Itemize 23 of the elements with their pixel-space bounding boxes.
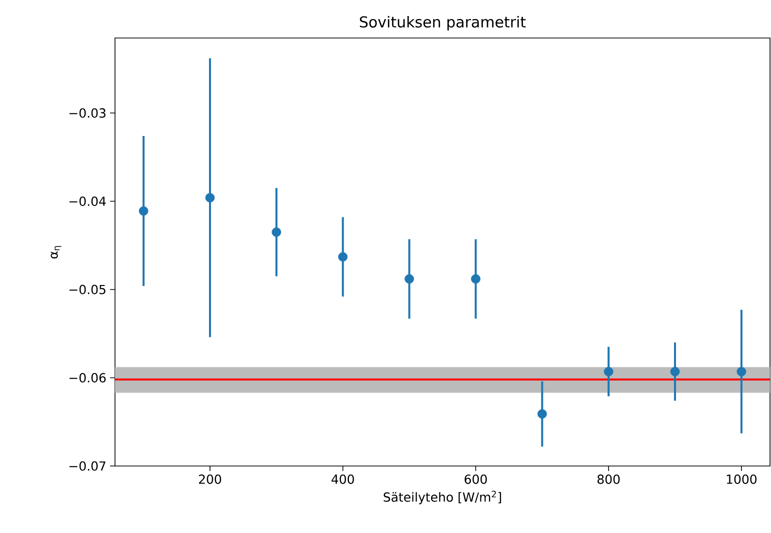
point <box>604 366 614 376</box>
x-tick-label: 200 <box>198 474 222 484</box>
point <box>736 366 746 376</box>
chart-title: Sovituksen parametrit <box>360 16 526 30</box>
point <box>670 366 680 376</box>
x-tick-label: 800 <box>598 474 620 484</box>
y-tick-label: −0.06 <box>70 373 106 382</box>
y-axis-title: α$_{η}$ <box>50 246 62 258</box>
y-tick-label: −0.03 <box>70 108 106 118</box>
point <box>272 227 282 237</box>
y-tick-label: −0.04 <box>70 196 106 206</box>
x-tick-label: 1000 <box>726 474 757 484</box>
x-axis-title: Säteilyteho [W/m$^{2}$] <box>384 490 502 504</box>
point <box>205 193 215 202</box>
x-tick-label: 600 <box>464 474 487 484</box>
x-tick-label: 400 <box>332 474 354 484</box>
point <box>537 409 547 419</box>
point <box>338 252 348 262</box>
y-tick-label: −0.05 <box>70 284 106 294</box>
point <box>404 274 414 284</box>
y-tick-label: −0.07 <box>70 461 106 471</box>
point <box>138 206 148 216</box>
point <box>471 274 480 284</box>
